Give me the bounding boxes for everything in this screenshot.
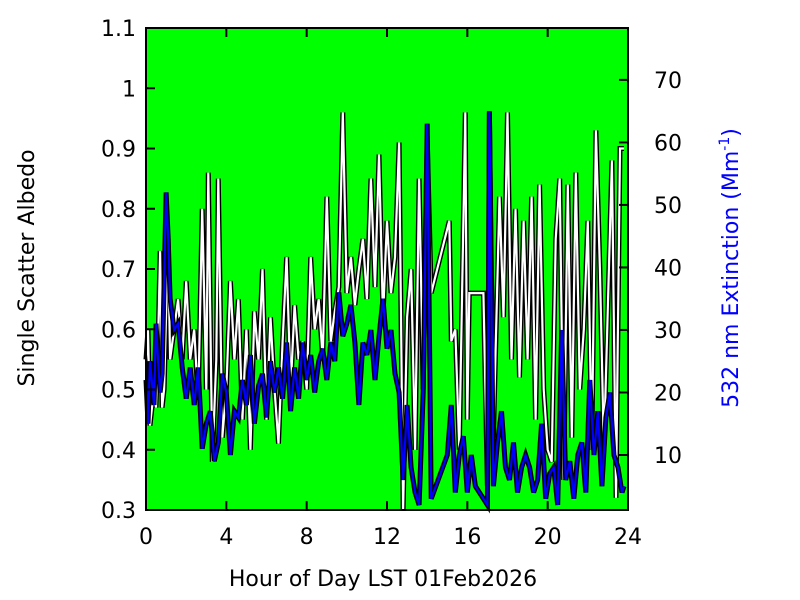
x-tick-label: 8 bbox=[300, 525, 314, 550]
y-tick-label: 0.7 bbox=[101, 258, 136, 283]
y-tick-label: 0.5 bbox=[101, 379, 136, 404]
y-tick-label: 0.3 bbox=[101, 499, 136, 524]
y2-tick-label: 70 bbox=[654, 69, 682, 94]
y2-tick-label: 30 bbox=[654, 319, 682, 344]
extinction-line bbox=[144, 111, 626, 509]
y-tick-label: 1 bbox=[122, 77, 136, 102]
axis-ticks: 0 4 8 12 16 20 24 0.3 0.4 0.5 0.6 0.7 0.8 0.9 1 1.1 10 20… bbox=[101, 17, 682, 550]
y-tick-label: 0.9 bbox=[101, 138, 136, 163]
y2-tick-label: 10 bbox=[654, 444, 682, 469]
series-lines bbox=[143, 111, 627, 514]
y2-tick-label: 60 bbox=[654, 131, 682, 156]
y-tick-label: 0.4 bbox=[101, 439, 136, 464]
y2-axis-title-end: ) bbox=[719, 128, 744, 137]
y2-axis-title: 532 nm Extinction (Mm-1) bbox=[717, 128, 744, 408]
x-tick-label: 16 bbox=[453, 525, 481, 550]
y2-tick-label: 50 bbox=[654, 194, 682, 219]
y-axis-title: Single Scatter Albedo bbox=[15, 149, 40, 386]
x-tick-label: 12 bbox=[373, 525, 401, 550]
y-tick-label: 0.8 bbox=[101, 198, 136, 223]
x-tick-label: 4 bbox=[219, 525, 233, 550]
y2-tick-label: 40 bbox=[654, 256, 682, 281]
y-tick-label: 0.6 bbox=[101, 318, 136, 343]
y2-axis-title-main: 532 nm Extinction (Mm bbox=[719, 151, 744, 408]
x-tick-label: 0 bbox=[139, 525, 153, 550]
y2-axis-title-sup: -1 bbox=[717, 137, 733, 151]
x-tick-label: 24 bbox=[614, 525, 642, 550]
y-tick-label: 1.1 bbox=[101, 17, 136, 42]
x-axis-title: Hour of Day LST 01Feb2026 bbox=[229, 567, 537, 592]
y2-tick-label: 20 bbox=[654, 381, 682, 406]
x-tick-label: 20 bbox=[534, 525, 562, 550]
albedo-line bbox=[144, 112, 624, 511]
